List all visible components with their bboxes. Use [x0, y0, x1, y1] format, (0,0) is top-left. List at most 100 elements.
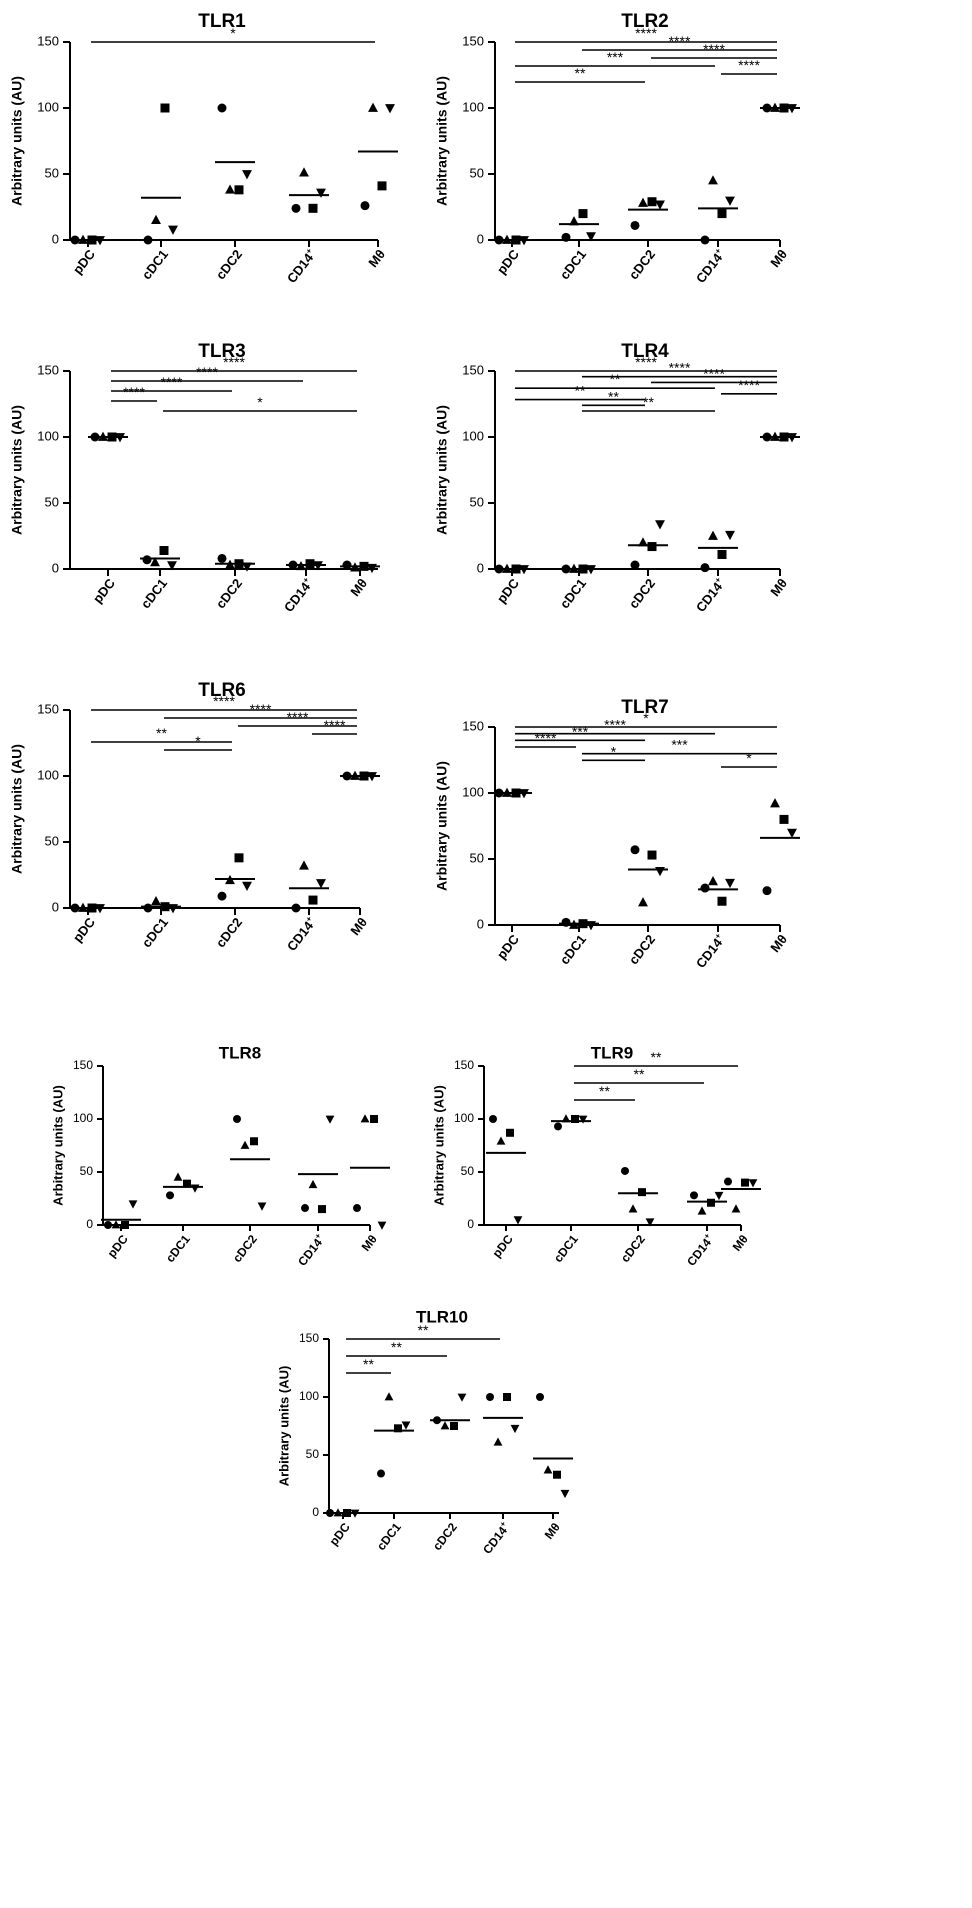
point-triangle — [78, 234, 88, 244]
point-triangle — [78, 902, 88, 912]
point-circle — [70, 903, 80, 913]
point-triangle — [296, 560, 306, 571]
significance-label: ** — [610, 371, 621, 387]
y-tick-label: 0 — [86, 1217, 93, 1231]
x-tick-label: cDC2 — [626, 576, 658, 611]
y-tick-label: 50 — [45, 494, 59, 509]
point-triangle — [308, 1179, 318, 1189]
point-circle — [142, 555, 152, 565]
y-tick-label: 150 — [37, 362, 59, 377]
x-tick-label: cDC2 — [626, 247, 658, 282]
x-tick-label: Mθ — [365, 247, 388, 270]
point-square — [107, 432, 117, 442]
significance-label: **** — [213, 693, 235, 709]
point-inverted-triangle — [513, 1216, 523, 1225]
point-circle — [724, 1177, 732, 1186]
y-tick-label: 150 — [454, 1058, 474, 1072]
point-circle — [630, 845, 640, 855]
chart-title: TLR4 — [621, 341, 669, 362]
x-tick-label: CD14+ — [283, 246, 319, 286]
point-inverted-triangle — [325, 1115, 335, 1124]
point-inverted-triangle — [128, 1200, 138, 1209]
significance-label: **** — [738, 57, 760, 73]
point-inverted-triangle — [457, 1393, 467, 1402]
point-inverted-triangle — [787, 828, 797, 838]
point-triangle — [299, 860, 309, 870]
point-inverted-triangle — [655, 867, 665, 877]
point-inverted-triangle — [313, 561, 323, 571]
point-triangle — [350, 562, 360, 572]
y-tick-label: 150 — [462, 362, 484, 377]
point-circle — [700, 235, 710, 245]
panel-tlr1: TLR1 0 50 100 150 Arbitrary units (AU) pDC cDC1… — [9, 11, 398, 286]
point-square — [234, 185, 244, 195]
significance-label: **** — [703, 365, 725, 381]
point-triangle — [561, 1114, 571, 1123]
point-inverted-triangle — [655, 520, 665, 530]
x-tick-label: Mθ — [767, 247, 790, 270]
point-triangle — [496, 1136, 506, 1145]
y-axis-label: Arbitrary units (AU) — [276, 1366, 291, 1487]
point-circle — [90, 432, 100, 442]
x-tick-label: pDC — [70, 246, 99, 277]
point-triangle — [697, 1206, 707, 1215]
point-square — [647, 850, 657, 860]
y-tick-label: 0 — [52, 231, 59, 246]
y-tick-label: 100 — [37, 767, 59, 782]
point-circle — [762, 103, 772, 113]
point-square — [308, 203, 318, 213]
significance-label: ** — [651, 1049, 662, 1065]
point-circle — [291, 903, 301, 913]
point-circle — [494, 788, 504, 798]
significance-label: *** — [607, 49, 624, 65]
y-tick-label: 100 — [462, 99, 484, 114]
point-square — [450, 1422, 458, 1430]
point-circle — [690, 1191, 698, 1200]
x-tick-label: Mθ — [347, 915, 370, 938]
y-tick-label: 0 — [477, 916, 484, 931]
point-square — [717, 896, 727, 906]
significance-label: ** — [575, 383, 586, 399]
y-tick-label: 100 — [73, 1111, 93, 1125]
x-tick-label: pDC — [70, 914, 99, 945]
x-tick-label: CD14+ — [692, 246, 728, 286]
significance-label: * — [257, 394, 263, 410]
y-tick-label: 100 — [299, 1389, 319, 1403]
y-tick-label: 50 — [80, 1164, 94, 1178]
point-square — [343, 1509, 351, 1517]
point-triangle — [225, 874, 235, 885]
point-inverted-triangle — [725, 878, 735, 889]
point-square — [779, 814, 789, 824]
point-inverted-triangle — [167, 561, 177, 571]
x-tick-label: cDC1 — [374, 1520, 404, 1553]
point-inverted-triangle — [787, 104, 797, 114]
x-tick-label: Mθ — [767, 932, 790, 955]
point-inverted-triangle — [316, 188, 326, 198]
point-circle — [217, 891, 227, 901]
point-circle — [621, 1166, 629, 1175]
significance-label: **** — [287, 709, 309, 725]
point-square — [647, 197, 657, 207]
point-inverted-triangle — [377, 1221, 387, 1230]
x-tick-label: Mθ — [767, 576, 790, 599]
point-circle — [494, 235, 504, 245]
panel-tlr8: TLR8 0 50 100 150 Arbitrary units (AU) pDC cDC1… — [50, 1043, 390, 1269]
point-circle — [70, 235, 80, 245]
x-tick-label: cDC1 — [138, 576, 170, 611]
y-tick-label: 50 — [470, 494, 484, 509]
point-circle — [342, 560, 352, 570]
point-square — [779, 432, 789, 442]
panel-tlr2: TLR2 0 50 100 150 Arbitrary units (AU) pDC cDC1… — [434, 11, 800, 286]
chart-title: TLR1 — [198, 11, 246, 32]
point-inverted-triangle — [115, 433, 125, 443]
significance-label: **** — [535, 730, 557, 746]
point-triangle — [111, 1220, 121, 1229]
y-axis-label: Arbitrary units (AU) — [9, 76, 25, 206]
point-square — [717, 209, 727, 219]
y-tick-label: 0 — [477, 231, 484, 246]
point-triangle — [240, 1140, 250, 1149]
x-tick-label: cDC1 — [557, 576, 589, 611]
significance-label: **** — [324, 717, 346, 733]
panel-tlr7: TLR7 0 50 100 150 Arbitrary units (AU) pDC cDC1… — [434, 697, 800, 971]
chart-title: TLR7 — [621, 697, 669, 718]
